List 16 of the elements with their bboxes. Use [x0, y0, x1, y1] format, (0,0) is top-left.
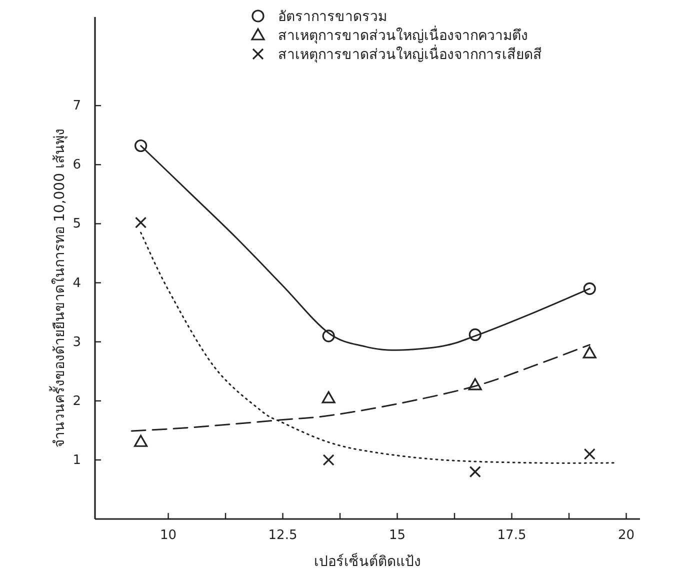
legend-label: อัตราการขาดรวม [278, 9, 387, 25]
x-tick-label: 15 [388, 528, 406, 543]
y-tick-label: 5 [72, 216, 81, 232]
y-tick-label: 3 [72, 334, 81, 350]
y-tick-label: 4 [72, 276, 81, 291]
x-tick-label: 17.5 [497, 528, 526, 543]
y-axis-title: จำนวนครั้งของด้ายยืนขาดในการทอ 10,000 เส้นพุ่ง [49, 128, 68, 448]
x-tick-label: 10 [160, 528, 177, 543]
y-tick-label: 1 [72, 452, 81, 468]
y-tick-label: 2 [72, 394, 81, 409]
y-tick-label: 6 [72, 158, 81, 173]
y-tick-label: 7 [72, 98, 81, 114]
legend-label: สาเหตุการขาดส่วนใหญ่เนื่องจากการเสียดสี [278, 45, 542, 63]
x-tick-label: 20 [618, 528, 635, 543]
x-axis-title: เปอร์เซ็นต์ติดแป้ง [314, 552, 421, 570]
x-tick-label: 12.5 [268, 528, 298, 543]
